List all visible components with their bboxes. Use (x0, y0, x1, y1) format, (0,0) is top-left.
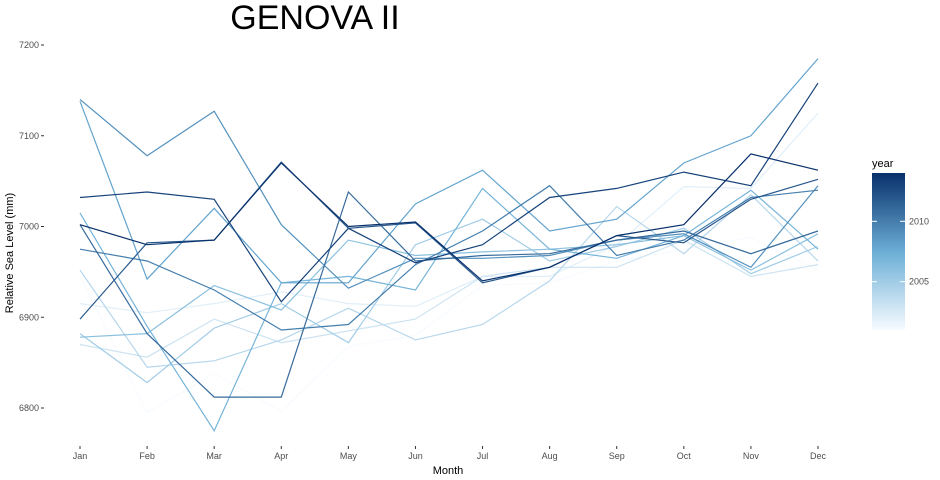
x-tick-label: Jan (73, 451, 88, 461)
series-line-2009 (79, 98, 819, 289)
series-line-2003 (79, 239, 819, 358)
y-tick-label: 6900 (19, 312, 39, 322)
x-tick-label: Feb (139, 451, 155, 461)
legend-tick-label: 2010 (909, 216, 929, 226)
plot-lines (79, 58, 819, 432)
series-line-2014 (79, 153, 819, 282)
x-axis-title: Month (433, 465, 464, 477)
series-line-2002 (79, 112, 819, 314)
x-axis: Jan Feb Mar Apr May Jun Jul Aug Sep Oct Nov Dec (73, 446, 827, 461)
legend-ticks: 2005 2010 (872, 216, 929, 287)
series-line-2011 (79, 190, 819, 398)
series-line-2013 (79, 82, 819, 303)
x-tick-label: May (340, 451, 358, 461)
x-tick-label: Jun (408, 451, 423, 461)
series-line-2007 (79, 187, 819, 432)
x-tick-label: Sep (609, 451, 625, 461)
series-line-2006 (79, 233, 819, 338)
x-tick-label: Aug (542, 451, 558, 461)
y-tick-label: 7000 (19, 222, 39, 232)
x-tick-label: Jul (477, 451, 489, 461)
color-legend: year 2005 2010 (872, 158, 929, 330)
y-tick-label: 7200 (19, 40, 39, 50)
y-axis-title: Relative Sea Level (mm) (4, 193, 16, 313)
legend-tick-label: 2005 (909, 277, 929, 287)
series-line-2010 (79, 184, 819, 331)
y-tick-label: 6800 (19, 403, 39, 413)
x-tick-label: Nov (743, 451, 760, 461)
x-tick-label: Oct (677, 451, 692, 461)
series-line-2005 (79, 218, 819, 384)
y-axis: 6800 6900 7000 7100 7200 (19, 40, 44, 413)
legend-colorbar (872, 173, 905, 330)
series-line-2004 (79, 193, 819, 368)
x-tick-label: Apr (274, 451, 288, 461)
x-tick-label: Dec (810, 451, 827, 461)
x-tick-label: Mar (206, 451, 222, 461)
series-line-2001 (79, 236, 819, 414)
y-tick-label: 7100 (19, 131, 39, 141)
series-line-2012 (79, 161, 819, 320)
legend-title: year (872, 158, 894, 170)
series-line-2008 (79, 58, 819, 284)
chart-title: GENOVA II (230, 0, 399, 37)
